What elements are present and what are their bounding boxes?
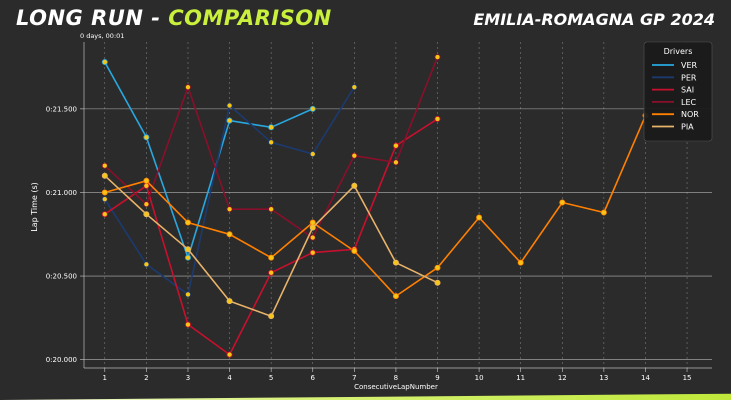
axis-offset-label: 0 days, 00:01 — [80, 32, 124, 40]
x-tick-label: 12 — [558, 374, 567, 382]
data-point-sai — [226, 351, 233, 358]
data-point-sai — [143, 182, 150, 189]
x-tick-label: 6 — [311, 374, 316, 382]
data-point-per — [226, 102, 233, 109]
legend-items: VER PER SAI LEC NOR PIA — [652, 61, 699, 132]
data-point-pia — [184, 246, 191, 253]
data-point-ver — [226, 117, 233, 124]
data-point-pia — [309, 224, 316, 231]
data-point-nor — [268, 254, 275, 261]
series-line-pia — [104, 175, 438, 318]
data-point-sai — [434, 115, 441, 122]
data-point-sai — [184, 321, 191, 328]
y-tick-label: 0:21.000 — [46, 189, 77, 197]
x-tick-label: 2 — [144, 374, 148, 382]
data-point-sai — [309, 249, 316, 256]
legend-label-sai: SAI — [681, 86, 694, 95]
data-point-nor — [143, 177, 150, 184]
data-point-nor — [392, 293, 399, 300]
legend-title: Drivers — [664, 47, 693, 56]
chart-title-main: LONG RUN - — [16, 6, 169, 30]
data-point-sai — [101, 211, 108, 218]
series-line-nor — [104, 115, 647, 297]
data-point-nor — [351, 247, 358, 254]
data-point-lec — [268, 206, 275, 213]
data-point-per — [184, 291, 191, 298]
series-lines — [101, 54, 649, 358]
data-point-per — [351, 84, 358, 91]
data-point-lec — [226, 206, 233, 213]
data-point-ver — [143, 134, 150, 141]
data-point-ver — [309, 105, 316, 112]
data-point-sai — [268, 269, 275, 276]
legend-box — [643, 41, 713, 142]
data-point-nor — [434, 264, 441, 271]
x-tick-label: 11 — [516, 374, 525, 382]
x-tick-label: 9 — [435, 374, 439, 382]
data-point-nor — [559, 199, 566, 206]
chart-title: LONG RUN - COMPARISON — [16, 6, 332, 30]
data-point-nor — [184, 219, 191, 226]
data-point-lec — [143, 201, 150, 208]
legend-label-per: PER — [681, 73, 697, 82]
chart-title-accent: COMPARISON — [168, 6, 332, 30]
x-axis-label: ConsecutiveLapNumber — [354, 383, 438, 391]
x-tick-label: 1 — [103, 374, 107, 382]
data-point-lec — [351, 152, 358, 159]
x-tick-label: 5 — [269, 374, 273, 382]
data-point-ver — [268, 124, 275, 131]
data-point-lec — [101, 162, 108, 169]
data-point-nor — [226, 231, 233, 238]
legend: Drivers VER PER SAI LEC NOR PIA — [643, 41, 713, 142]
data-point-per — [309, 151, 316, 158]
x-tick-label: 15 — [683, 374, 692, 382]
data-point-nor — [101, 189, 108, 196]
data-point-pia — [351, 182, 358, 189]
data-point-lec — [184, 84, 191, 91]
legend-label-nor: NOR — [681, 110, 699, 119]
data-point-pia — [392, 259, 399, 266]
data-point-per — [101, 196, 108, 203]
data-point-ver — [101, 59, 108, 66]
x-tick-label: 4 — [227, 374, 232, 382]
y-tick-label: 0:20.000 — [46, 356, 77, 364]
x-tick-label: 3 — [186, 374, 190, 382]
y-tick-label: 0:20.500 — [46, 273, 77, 281]
data-point-pia — [226, 298, 233, 305]
y-axis-label: Lap Time (s) — [30, 182, 39, 232]
x-tick-label: 7 — [352, 374, 356, 382]
x-tick-label: 13 — [599, 374, 608, 382]
data-point-pia — [101, 172, 108, 179]
data-point-nor — [600, 209, 607, 216]
legend-label-ver: VER — [681, 61, 698, 70]
data-point-pia — [143, 211, 150, 218]
accent-bar — [0, 393, 731, 400]
event-title: EMILIA-ROMAGNA GP 2024 — [473, 10, 715, 29]
y-tick-label: 0:21.500 — [46, 105, 77, 113]
data-point-nor — [476, 214, 483, 221]
x-tick-label: 8 — [394, 374, 398, 382]
axis-ticks: 1 2 3 4 5 6 7 8 9 10 11 12 13 14 150:20.0000:20.5000:2… — [46, 105, 692, 382]
series-line-ver — [104, 61, 314, 259]
grid — [84, 42, 712, 368]
data-point-per — [143, 261, 150, 268]
data-point-ver — [184, 254, 191, 261]
data-point-lec — [309, 234, 316, 241]
data-point-nor — [309, 219, 316, 226]
data-point-pia — [434, 279, 441, 286]
legend-label-pia: PIA — [681, 123, 694, 132]
data-point-per — [268, 139, 275, 146]
data-point-nor — [517, 259, 524, 266]
data-point-sai — [392, 142, 399, 149]
series-line-sai — [104, 118, 438, 356]
legend-label-lec: LEC — [681, 98, 697, 107]
data-point-lec — [434, 54, 441, 61]
x-tick-label: 10 — [475, 374, 484, 382]
data-point-lec — [392, 159, 399, 166]
data-point-pia — [268, 313, 275, 320]
x-tick-label: 14 — [641, 374, 650, 382]
